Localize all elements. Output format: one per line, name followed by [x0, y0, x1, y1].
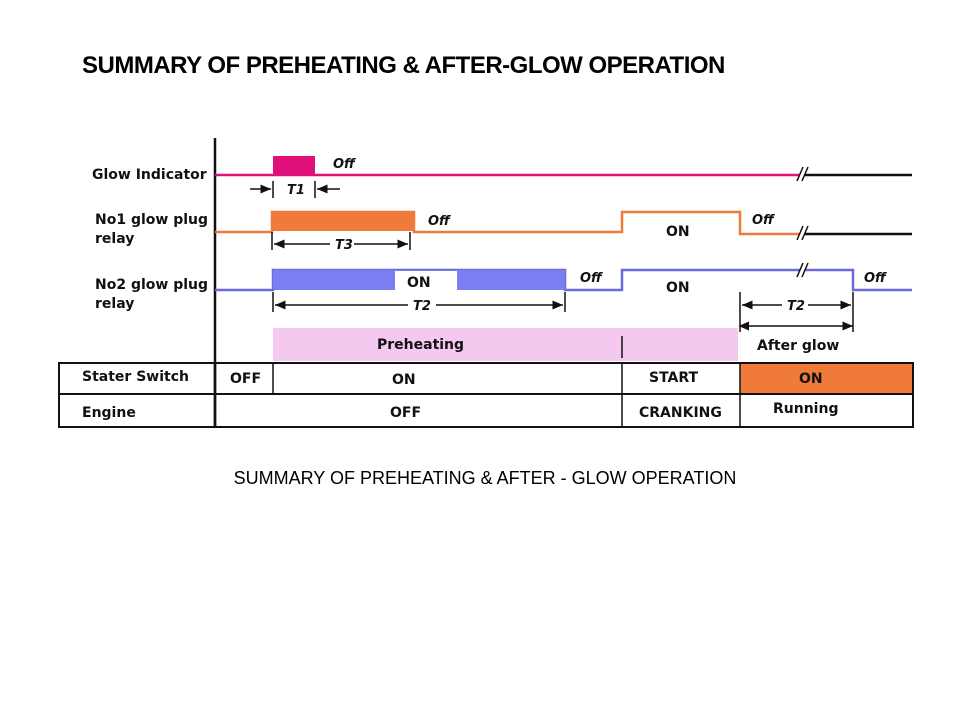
glow-indicator-label: Glow Indicator [92, 167, 207, 183]
no1-relay-off-label: Off [428, 214, 451, 229]
no1-relay-off-after-label: Off [752, 213, 775, 228]
glow-indicator-pulse [273, 156, 315, 175]
glow-indicator-break-mark [796, 166, 809, 182]
no2-relay-label-line2: relay [95, 296, 134, 312]
after-glow-label: After glow [757, 338, 839, 354]
t2-pre-label: T2 [413, 299, 431, 314]
t1-label: T1 [287, 183, 305, 198]
no2-relay-signal-tail [805, 268, 912, 292]
engine-running: Running [773, 401, 838, 417]
starter-switch-on: ON [392, 372, 416, 388]
state-table: Stater Switch OFF ON START ON Engine OFF… [58, 362, 914, 428]
t2-post-label: T2 [787, 299, 805, 314]
starter-switch-start: START [649, 370, 699, 386]
no2-relay-off-end-label: Off [864, 271, 887, 286]
no2-relay-on-label: ON [407, 275, 431, 291]
no2-relay-on-crank-label: ON [666, 280, 690, 296]
t3-label: T3 [335, 238, 353, 253]
starter-switch-off: OFF [230, 371, 261, 387]
page-title: SUMMARY OF PREHEATING & AFTER-GLOW OPERA… [82, 52, 725, 79]
engine-label: Engine [82, 405, 136, 421]
starter-switch-on-highlight [740, 363, 913, 394]
preheating-phase-bar [273, 328, 738, 361]
preheating-label: Preheating [377, 337, 464, 353]
no2-relay-break-mark [796, 262, 809, 278]
engine-cranking: CRANKING [639, 405, 722, 421]
no2-relay-on-bg [395, 271, 457, 291]
glow-indicator-off-label: Off [333, 157, 356, 172]
engine-off: OFF [390, 405, 421, 421]
no2-relay-label-line1: No2 glow plug [95, 277, 208, 293]
no1-relay-label-line2: relay [95, 231, 134, 247]
no1-relay-on-label: ON [666, 224, 690, 240]
no2-relay-off-label: Off [580, 271, 603, 286]
starter-switch-on-running: ON [799, 371, 823, 387]
diagram-caption: SUMMARY OF PREHEATING & AFTER - GLOW OPE… [233, 468, 737, 488]
no1-relay-preheat-pulse [272, 212, 414, 231]
starter-switch-label: Stater Switch [82, 369, 189, 385]
no1-relay-label-line1: No1 glow plug [95, 212, 208, 228]
no1-relay-break-mark [796, 225, 809, 241]
